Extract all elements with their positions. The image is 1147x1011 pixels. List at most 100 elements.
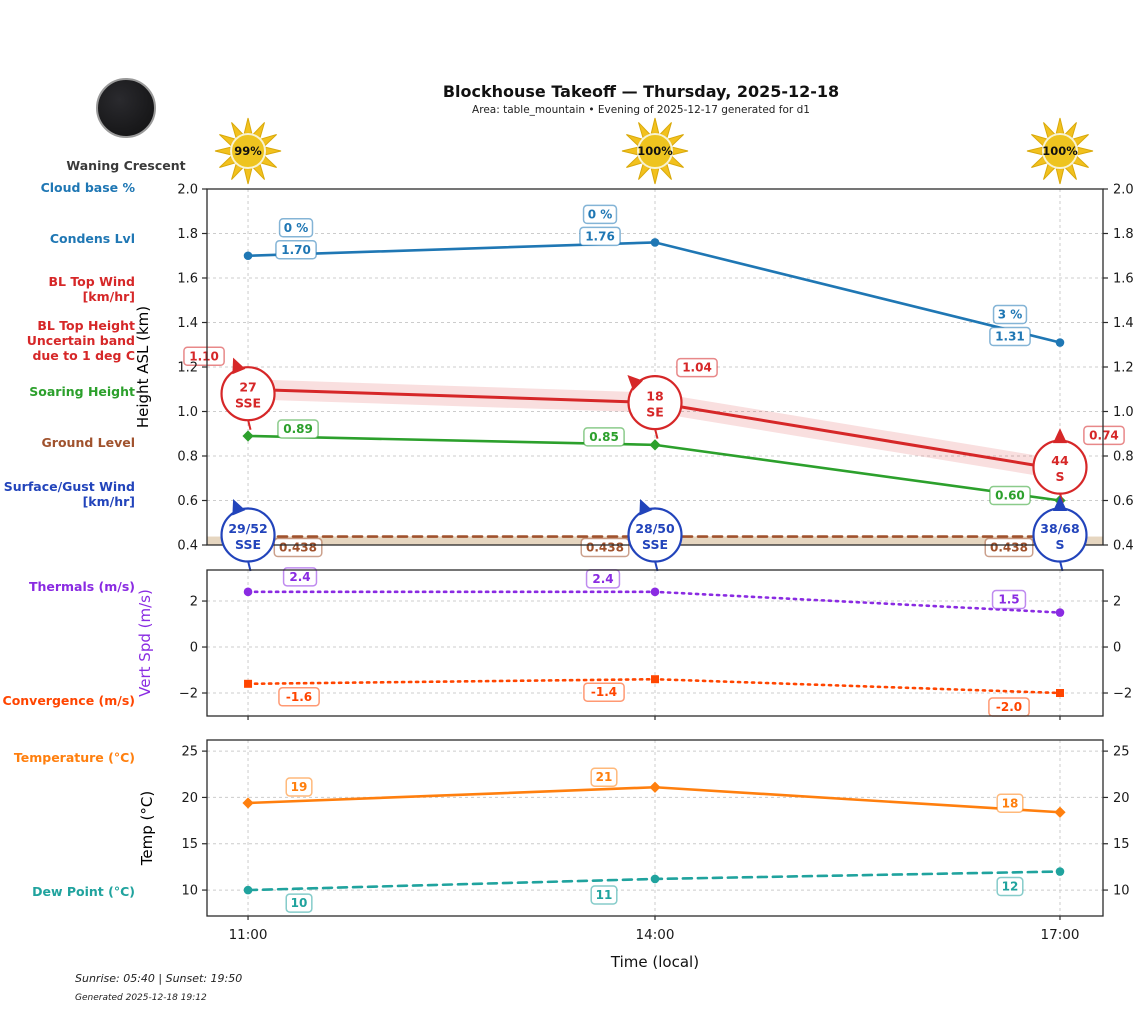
svg-text:1.8: 1.8 [1113, 227, 1134, 242]
x-tick-2: 17:00 [1040, 927, 1080, 943]
series-thermals-m-s-: 2.4 2.4 1.5 [243, 567, 1065, 617]
svg-text:0: 0 [190, 641, 198, 656]
sun-icon: 100% [1026, 117, 1094, 185]
svg-text:1.4: 1.4 [177, 316, 198, 331]
svg-text:1.6: 1.6 [177, 272, 198, 287]
legend-label-5: Ground Level [41, 435, 135, 450]
svg-text:12: 12 [1002, 880, 1019, 894]
legend-label-2: BL Top Wind [km/hr] [48, 274, 135, 304]
value-label: 21 [590, 767, 618, 787]
value-label: 0.85 [583, 427, 625, 447]
series-temperature-c-: 19 21 18 [242, 767, 1066, 818]
svg-text:0.4: 0.4 [1113, 539, 1134, 554]
svg-text:0.85: 0.85 [589, 430, 619, 444]
svg-text:1.5: 1.5 [998, 593, 1019, 607]
svg-text:1.0: 1.0 [177, 405, 198, 420]
svg-text:20: 20 [181, 791, 198, 806]
sunrise-sunset-note: Sunrise: 05:40 | Sunset: 19:50 [75, 972, 243, 985]
y-axis-label: Temp (°C) [138, 791, 156, 866]
svg-text:25: 25 [1113, 745, 1130, 760]
value-label: 1.70 [275, 240, 317, 260]
x-tick-0: 11:00 [228, 927, 268, 943]
svg-text:0.438: 0.438 [586, 541, 624, 555]
value-label: 0.74 [1083, 425, 1125, 446]
moon-phase-icon [96, 78, 156, 138]
svg-text:18: 18 [646, 389, 663, 404]
svg-text:-2.0: -2.0 [996, 700, 1022, 714]
value-label: 18 [996, 793, 1024, 814]
svg-text:1.31: 1.31 [995, 330, 1025, 344]
svg-text:1.6: 1.6 [1113, 272, 1134, 287]
value-label: 0.438 [984, 537, 1034, 558]
value-label: 1.5 [991, 589, 1027, 610]
svg-text:20: 20 [1113, 791, 1130, 806]
legend-label-0: Cloud base % [40, 180, 135, 195]
svg-text:SSE: SSE [642, 537, 668, 552]
svg-text:44: 44 [1051, 453, 1069, 468]
y-axis-label: Vert Spd (m/s) [136, 589, 154, 697]
value-label: 1.04 [676, 357, 718, 378]
page-title: Blockhouse Takeoff — Thursday, 2025-12-1… [442, 82, 840, 101]
svg-text:0.4: 0.4 [177, 539, 198, 554]
svg-text:SE: SE [646, 405, 664, 420]
svg-text:0.8: 0.8 [177, 450, 198, 465]
value-label: 0.60 [989, 485, 1031, 506]
svg-text:100%: 100% [1042, 144, 1078, 158]
sun-icon: 100% [621, 117, 689, 185]
value-label: -1.6 [278, 687, 320, 707]
legend-label-3: BL Top Height Uncertain band due to 1 de… [26, 318, 135, 363]
value-label: 3 % [992, 304, 1028, 325]
wind-marker: 44S [1032, 428, 1088, 504]
value-label: -1.4 [583, 682, 625, 702]
series-condens-lvl: 1.70 0 % 1.76 0 % 1.31 3 % [243, 204, 1065, 347]
svg-text:28/50: 28/50 [635, 521, 675, 536]
svg-text:1.2: 1.2 [1113, 361, 1134, 376]
value-label: 10 [285, 893, 313, 913]
value-label: -2.0 [988, 697, 1030, 717]
svg-text:−2: −2 [1113, 687, 1132, 702]
svg-text:1.70: 1.70 [281, 243, 311, 257]
svg-text:1.76: 1.76 [585, 229, 615, 243]
svg-text:0.60: 0.60 [995, 489, 1025, 503]
svg-text:1.0: 1.0 [1113, 405, 1134, 420]
svg-text:19: 19 [291, 780, 308, 794]
svg-text:15: 15 [181, 837, 198, 852]
svg-text:1.8: 1.8 [177, 227, 198, 242]
series-soaring-height: 0.89 0.85 0.60 [242, 419, 1066, 507]
page-subtitle: Area: table_mountain • Evening of 2025-1… [472, 104, 810, 116]
value-label: 19 [285, 777, 313, 797]
chart-panel-2: 19 21 18 10 11 12 25 25 20 20 15 15 10 10 Temp (°C) [138, 739, 1130, 920]
svg-text:25: 25 [181, 745, 198, 760]
legend-label-7: Thermals (m/s) [28, 579, 135, 594]
x-tick-1: 14:00 [635, 927, 675, 943]
svg-text:2: 2 [190, 595, 198, 610]
svg-text:18: 18 [1002, 796, 1019, 810]
svg-text:10: 10 [181, 884, 198, 899]
legend-label-4: Soaring Height [29, 384, 135, 399]
svg-text:0.8: 0.8 [1113, 450, 1134, 465]
svg-text:0.6: 0.6 [1113, 494, 1134, 509]
y-axis-label: Height ASL (km) [134, 306, 152, 428]
svg-text:2.0: 2.0 [177, 183, 198, 198]
value-label: 1.10 [183, 346, 225, 366]
chart-panel-1: 2.4 2.4 1.5 -1.6 -1.4 -2.0 2 2 0 0 −2 −2 Vert Spd (m… [136, 567, 1132, 720]
svg-text:100%: 100% [637, 144, 673, 158]
svg-text:38/68: 38/68 [1040, 521, 1079, 536]
generated-note: Generated 2025-12-18 19:12 [75, 993, 207, 1003]
chart-panel-0: 0.438 0.438 0.438 1.10 1.04 0.74 1.70 0 % 1.76 0 … [134, 183, 1134, 572]
svg-text:29/52: 29/52 [228, 521, 267, 536]
value-label: 2.4 [282, 567, 318, 587]
legend-label-6: Surface/Gust Wind [km/hr] [3, 479, 135, 509]
svg-text:2.4: 2.4 [592, 572, 613, 586]
svg-text:10: 10 [1113, 884, 1130, 899]
value-label: 0 % [582, 204, 618, 225]
svg-text:−2: −2 [179, 687, 198, 702]
svg-text:-1.4: -1.4 [591, 685, 617, 699]
value-label: 1.31 [989, 326, 1031, 347]
svg-text:-1.6: -1.6 [286, 690, 312, 704]
value-label: 0.438 [273, 537, 323, 558]
